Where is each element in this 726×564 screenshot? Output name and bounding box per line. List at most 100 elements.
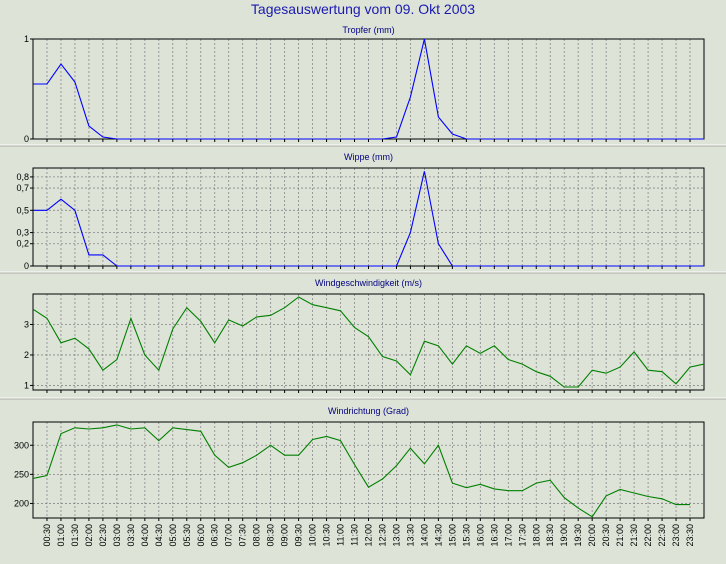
data-point <box>689 504 690 505</box>
y-tick-label: 3 <box>24 319 29 329</box>
data-point <box>158 440 159 441</box>
data-point <box>144 354 145 355</box>
data-point <box>410 448 411 449</box>
x-tick-label: 17:30 <box>517 524 527 547</box>
data-point <box>410 374 411 375</box>
data-point <box>340 440 341 441</box>
y-tick-label: 1 <box>24 380 29 390</box>
data-point <box>522 490 523 491</box>
data-point <box>634 492 635 493</box>
y-tick-label: 0 <box>24 261 29 271</box>
data-point <box>340 310 341 311</box>
data-point <box>606 373 607 374</box>
data-point <box>634 351 635 352</box>
chart-panel-3: Windgeschwindigkeit (m/s) 1 2 3 <box>24 278 705 393</box>
data-point <box>550 480 551 481</box>
data-point <box>675 504 676 505</box>
data-point <box>662 498 663 499</box>
data-point <box>703 364 704 365</box>
x-tick-label: 03:30 <box>126 524 136 547</box>
y-tick-label: 250 <box>14 469 29 479</box>
data-point <box>648 496 649 497</box>
data-point <box>494 345 495 346</box>
x-axis-labels: 00:30 01:00 01:30 02:00 02:30 03:00 03:30 04:00… <box>42 524 695 547</box>
data-point <box>452 483 453 484</box>
data-point <box>382 478 383 479</box>
data-point <box>130 318 131 319</box>
data-point <box>256 316 257 317</box>
x-tick-label: 21:00 <box>615 524 625 547</box>
x-tick-label: 11:00 <box>336 524 346 546</box>
x-tick-label: 02:00 <box>84 524 94 547</box>
x-tick-label: 16:00 <box>475 524 485 547</box>
data-point <box>592 516 593 517</box>
x-tick-label: 09:00 <box>280 524 290 547</box>
data-point <box>172 328 173 329</box>
x-tick-label: 21:30 <box>629 524 639 547</box>
y-tick-label: 0,8 <box>16 172 29 182</box>
data-point <box>74 81 75 82</box>
data-point <box>46 83 47 84</box>
data-point <box>32 309 33 310</box>
y-tick-label: 0,2 <box>16 239 29 249</box>
data-point <box>74 427 75 428</box>
data-point <box>88 254 89 255</box>
data-point <box>32 83 33 84</box>
x-tick-label: 17:00 <box>503 524 513 547</box>
data-point <box>410 232 411 233</box>
data-point <box>200 431 201 432</box>
data-point <box>438 445 439 446</box>
x-tick-label: 23:30 <box>685 524 695 547</box>
x-tick-label: 13:30 <box>405 524 415 547</box>
x-tick-label: 18:00 <box>531 524 541 547</box>
x-tick-label: 02:30 <box>98 524 108 547</box>
data-point <box>536 371 537 372</box>
x-tick-label: 22:00 <box>643 524 653 547</box>
data-point <box>214 455 215 456</box>
chart-title: Windrichtung (Grad) <box>328 406 409 416</box>
data-point <box>200 321 201 322</box>
x-tick-label: 07:30 <box>238 524 248 547</box>
y-tick-label: 0 <box>24 134 29 144</box>
data-point <box>102 370 103 371</box>
data-point <box>648 370 649 371</box>
data-point <box>438 116 439 117</box>
chart-title: Windgeschwindigkeit (m/s) <box>315 278 422 288</box>
x-tick-label: 07:00 <box>224 524 234 547</box>
x-tick-label: 15:00 <box>447 524 457 547</box>
chart-title: Wippe (mm) <box>344 152 393 162</box>
data-point <box>298 296 299 297</box>
data-point <box>242 325 243 326</box>
x-tick-label: 09:30 <box>294 524 304 547</box>
data-point <box>60 433 61 434</box>
data-point <box>452 133 453 134</box>
data-point <box>32 478 33 479</box>
data-point <box>270 445 271 446</box>
x-tick-label: 14:30 <box>433 524 443 547</box>
data-point <box>536 483 537 484</box>
data-point <box>424 341 425 342</box>
page-title: Tagesauswertung vom 09. Okt 2003 <box>251 1 475 17</box>
data-point <box>186 307 187 308</box>
x-tick-label: 10:00 <box>308 524 318 547</box>
data-point <box>354 327 355 328</box>
data-point <box>578 386 579 387</box>
data-point <box>74 210 75 211</box>
chart-title: Tropfer (mm) <box>342 25 394 35</box>
data-point <box>466 345 467 346</box>
data-point <box>662 371 663 372</box>
x-tick-label: 22:30 <box>657 524 667 547</box>
data-point <box>130 428 131 429</box>
y-tick-label: 1 <box>24 34 29 44</box>
x-tick-label: 10:30 <box>322 524 332 547</box>
data-point <box>438 345 439 346</box>
data-point <box>228 467 229 468</box>
x-tick-label: 01:00 <box>56 524 66 547</box>
data-point <box>689 367 690 368</box>
data-point <box>298 455 299 456</box>
x-tick-label: 13:00 <box>391 524 401 547</box>
chart-panel-2: Wippe (mm) 0 0,20,3 0,5 0,70,8 <box>16 152 705 271</box>
data-point <box>675 383 676 384</box>
data-point <box>424 463 425 464</box>
